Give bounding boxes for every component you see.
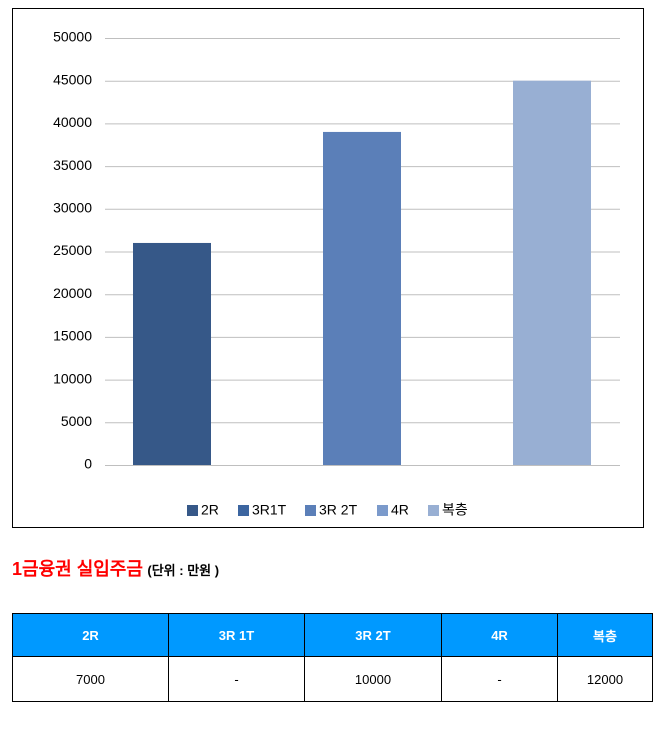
header-cell: 2R (12, 613, 169, 657)
y-tick-label: 0 (84, 456, 92, 472)
heading: 1금융권 실입주금 (단위 : 만원 ) (12, 555, 219, 581)
legend-label: 4R (391, 502, 409, 518)
bar (513, 80, 591, 465)
cell: 12000 (557, 656, 653, 702)
legend-label: 2R (201, 502, 219, 518)
legend-swatch (187, 505, 198, 516)
header-cell: 3R 1T (168, 613, 305, 657)
table: 2R 3R 1T 3R 2T 4R 복층 7000 - 10000 - 1200… (12, 613, 653, 702)
heading-unit: (단위 : 만원 ) (147, 563, 220, 578)
cell: 7000 (12, 656, 169, 702)
header-cell: 3R 2T (304, 613, 442, 657)
header-cell: 4R (441, 613, 558, 657)
y-tick-label: 50000 (53, 29, 92, 45)
bar (323, 131, 401, 465)
y-tick-label: 40000 (53, 114, 92, 130)
legend-swatch (377, 505, 388, 516)
legend-label: 3R 2T (319, 502, 358, 518)
y-tick-label: 15000 (53, 328, 92, 344)
y-tick-label: 35000 (53, 157, 92, 173)
heading-title: 1금융권 실입주금 (12, 559, 143, 579)
y-tick-label: 25000 (53, 242, 92, 258)
cell: - (168, 656, 305, 702)
legend-swatch (428, 505, 439, 516)
legend-swatch (305, 505, 316, 516)
y-tick-label: 30000 (53, 200, 92, 216)
y-tick-label: 10000 (53, 370, 92, 386)
y-tick-label: 20000 (53, 285, 92, 301)
chart: 0 5000 10000 15000 20000 25000 30000 35000 40000… (12, 8, 644, 528)
cell: 10000 (304, 656, 442, 702)
legend-swatch (238, 505, 249, 516)
y-tick-label: 5000 (61, 413, 92, 429)
cell: - (441, 656, 558, 702)
header-cell: 복층 (557, 613, 653, 657)
data-row: 7000 - 10000 - 12000 (12, 656, 653, 702)
header-row: 2R 3R 1T 3R 2T 4R 복층 (12, 613, 653, 657)
legend-label: 복층 (442, 502, 468, 518)
bar (133, 242, 211, 465)
legend-label: 3R1T (252, 502, 287, 518)
y-tick-label: 45000 (53, 71, 92, 87)
